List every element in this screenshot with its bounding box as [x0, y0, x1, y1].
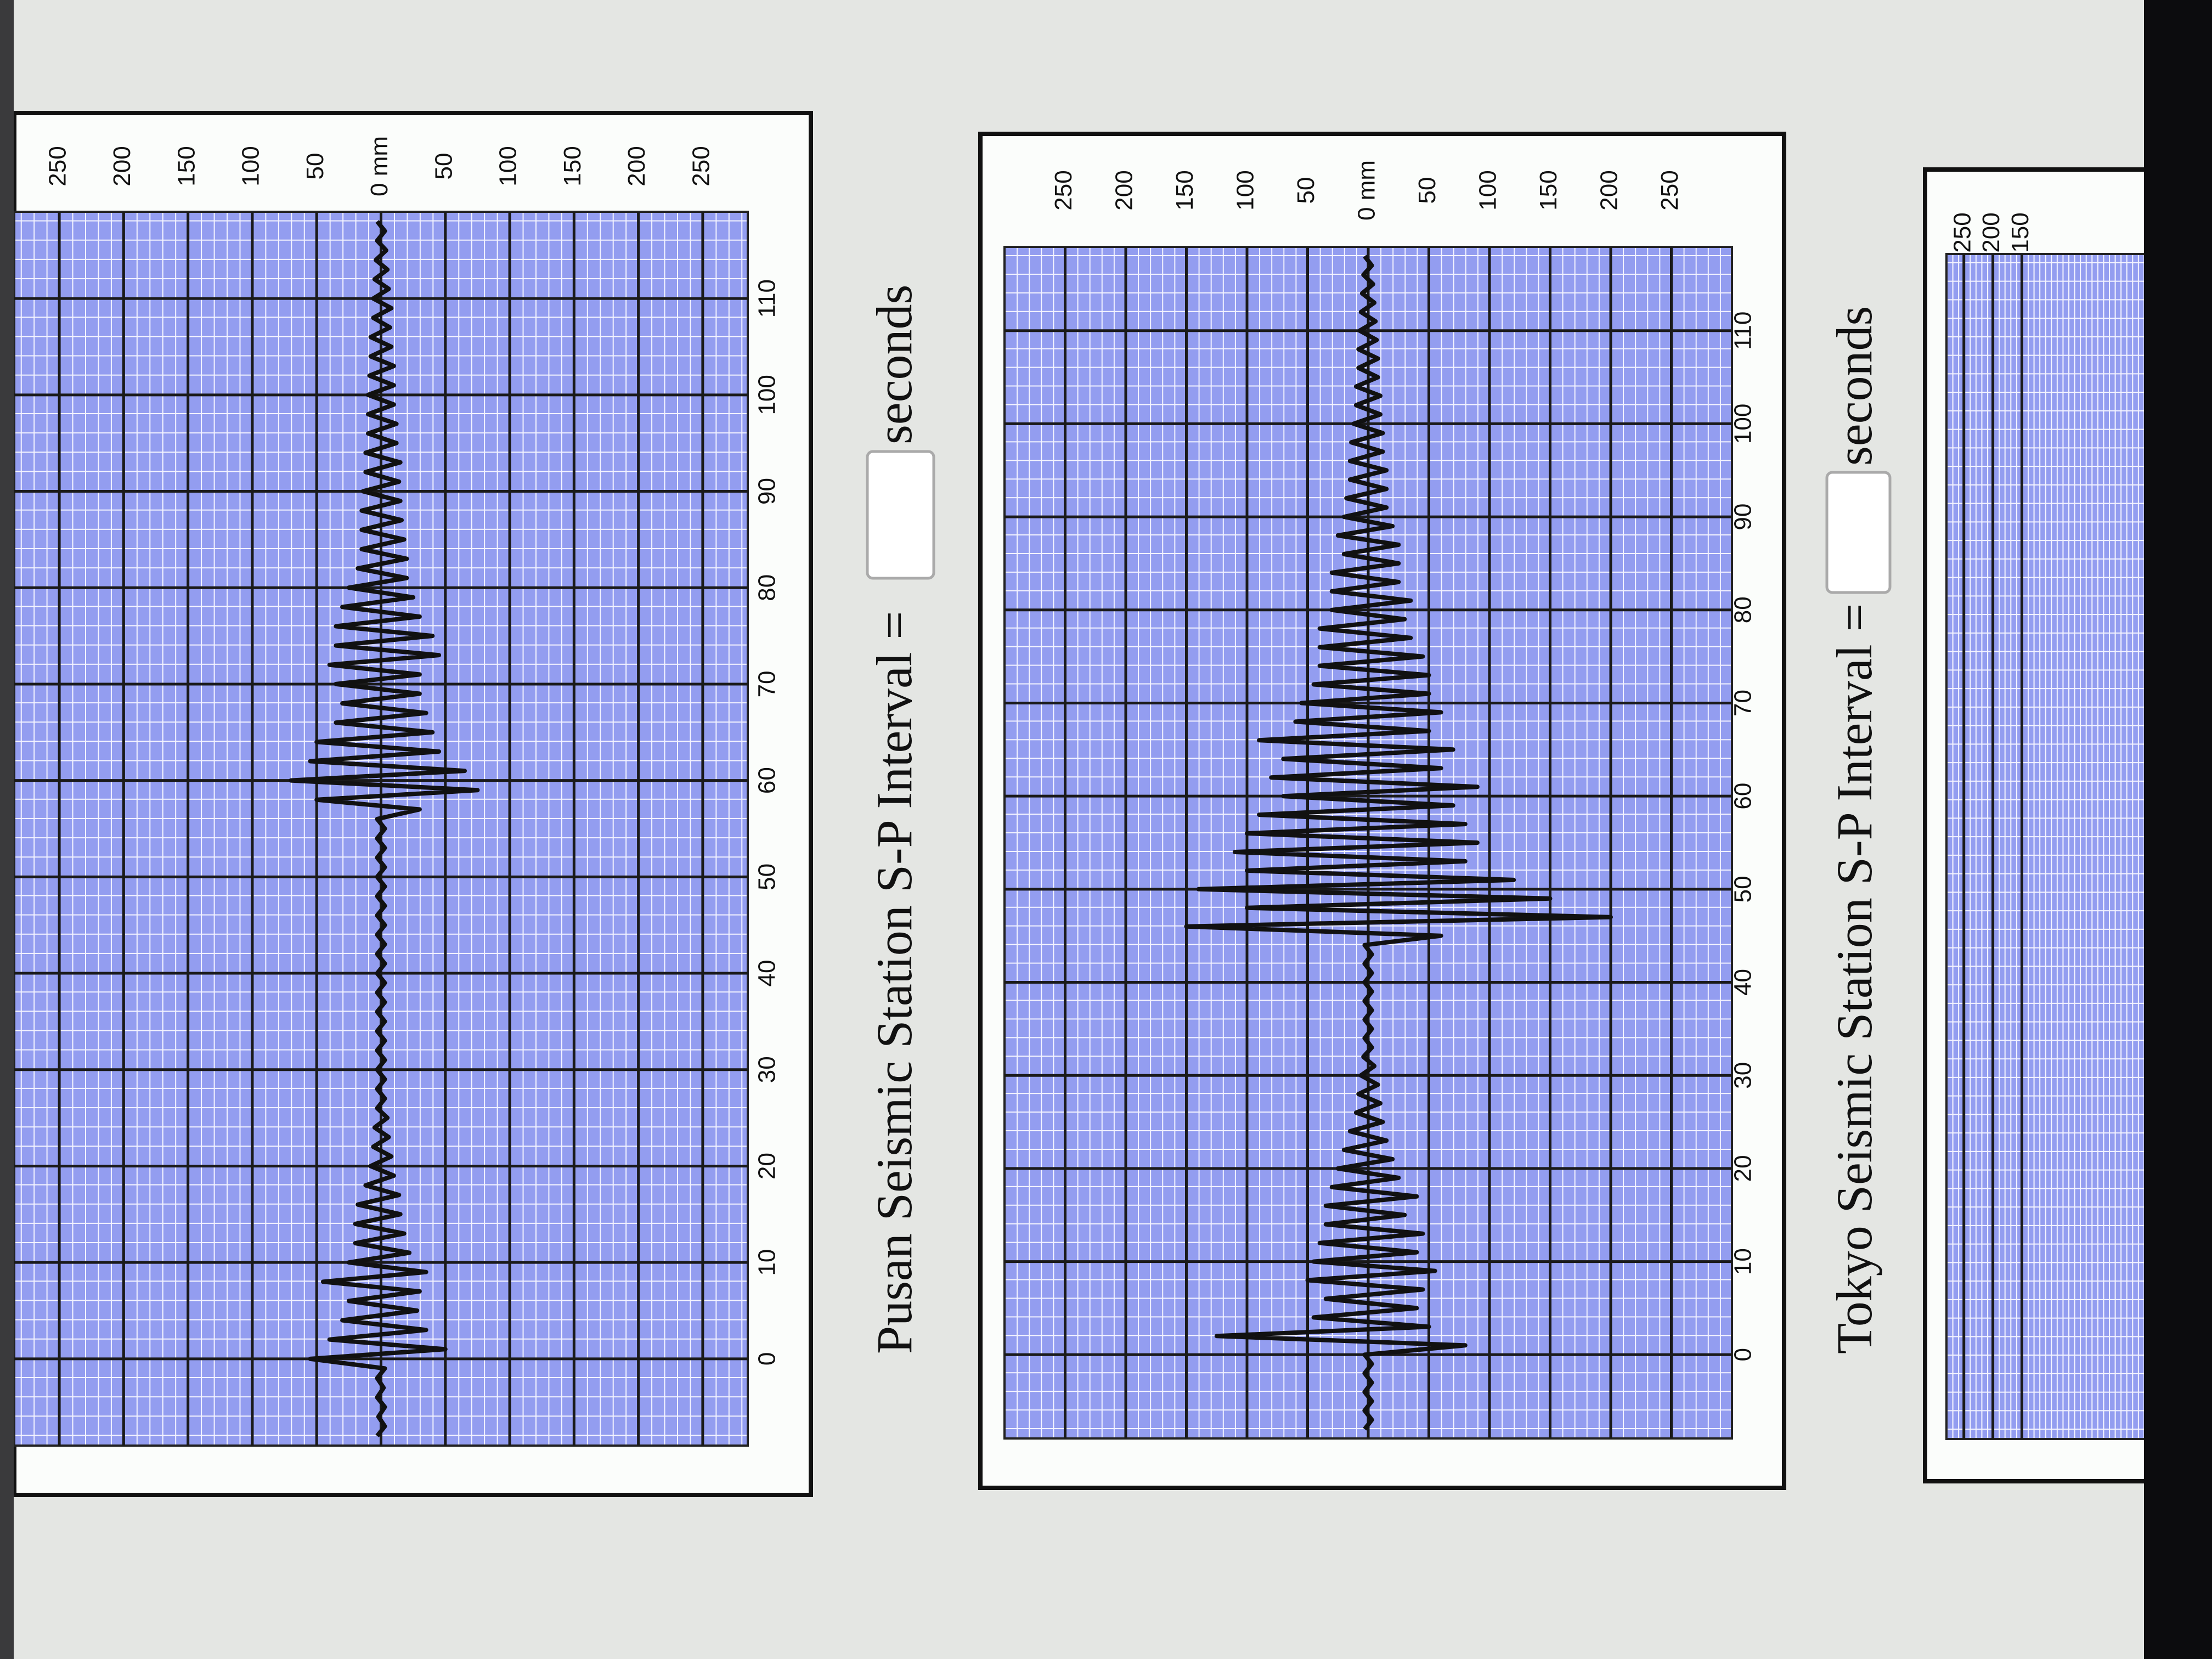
- y-tick-label: 0 mm: [1353, 160, 1380, 221]
- x-tick-label: 10: [1730, 1248, 1757, 1275]
- x-tick-label: 40: [754, 960, 781, 987]
- y-tick-label: 150: [1171, 170, 1198, 210]
- plot: [1005, 247, 1732, 1438]
- tokyo-unit: seconds: [1826, 306, 1882, 466]
- x-tick-label: 80: [1730, 596, 1757, 623]
- tokyo-input[interactable]: [1825, 471, 1892, 594]
- y-tick-label: 0 mm: [366, 136, 393, 196]
- x-tick-label: 60: [1730, 783, 1757, 810]
- y-tick-label: 200: [109, 146, 136, 186]
- y-tick-label: 250: [1050, 170, 1077, 210]
- y-tick-label: 150: [2007, 212, 2034, 252]
- x-tick-label: 80: [754, 574, 781, 601]
- x-tick-label: 10: [754, 1249, 781, 1276]
- y-tick-label: 100: [1475, 170, 1502, 210]
- pusan-unit: seconds: [866, 285, 922, 444]
- x-tick-label: 0: [1730, 1348, 1757, 1361]
- x-tick-label: 20: [1730, 1155, 1757, 1182]
- y-tick-label: 50: [1293, 177, 1319, 204]
- x-tick-label: 70: [1730, 690, 1757, 716]
- y-tick-label: 250: [1949, 212, 1976, 252]
- y-tick-label: 200: [623, 146, 650, 186]
- y-tick-label: 100: [238, 146, 264, 186]
- y-tick-label: 150: [173, 146, 200, 186]
- x-tick-label: 90: [754, 478, 781, 505]
- y-tick-label: 250: [1656, 170, 1683, 210]
- bezel: [2144, 0, 2212, 1659]
- x-tick-label: 40: [1730, 969, 1757, 996]
- y-tick-label: 200: [1111, 170, 1138, 210]
- y-tick-label: 150: [559, 146, 586, 186]
- y-tick-label: 100: [1232, 170, 1259, 210]
- x-tick-label: 90: [1730, 504, 1757, 531]
- pusan-input[interactable]: [866, 450, 935, 580]
- y-tick-label: 150: [1535, 170, 1562, 210]
- x-tick-label: 50: [1730, 876, 1757, 902]
- y-tick-label: 50: [302, 153, 329, 180]
- rotated-page: 250 200 150 100 50 0 mm 50 100 150 200 25001020304…: [12, 111, 2212, 1497]
- x-tick-label: 30: [754, 1056, 781, 1083]
- plot: [1962, 254, 2023, 1439]
- x-tick-label: 60: [754, 767, 781, 794]
- y-tick-label: 50: [1414, 177, 1441, 204]
- x-tick-label: 100: [1730, 404, 1757, 444]
- pusan-label: Pusan Seismic Station S-P Interval =: [866, 611, 922, 1354]
- y-tick-label: 100: [495, 146, 522, 186]
- y-tick-label: 250: [44, 146, 71, 186]
- left-edge: [0, 0, 14, 1659]
- x-tick-label: 30: [1730, 1062, 1757, 1089]
- y-tick-label: 50: [430, 153, 457, 180]
- seismic-trace: [1184, 255, 1613, 1431]
- plot: [14, 212, 748, 1446]
- x-tick-label: 100: [754, 375, 781, 415]
- y-tick-label: 200: [1978, 212, 2005, 252]
- y-tick-label: 250: [688, 146, 715, 186]
- x-tick-label: 110: [754, 279, 781, 318]
- x-tick-label: 50: [754, 864, 781, 890]
- x-tick-label: 0: [754, 1352, 781, 1365]
- tokyo-label: Tokyo Seismic Station S-P Interval =: [1826, 603, 1882, 1354]
- x-tick-label: 70: [754, 670, 781, 697]
- x-tick-label: 110: [1730, 312, 1757, 350]
- y-tick-label: 200: [1596, 170, 1623, 210]
- x-tick-label: 20: [754, 1153, 781, 1180]
- seismic-trace: [289, 220, 480, 1437]
